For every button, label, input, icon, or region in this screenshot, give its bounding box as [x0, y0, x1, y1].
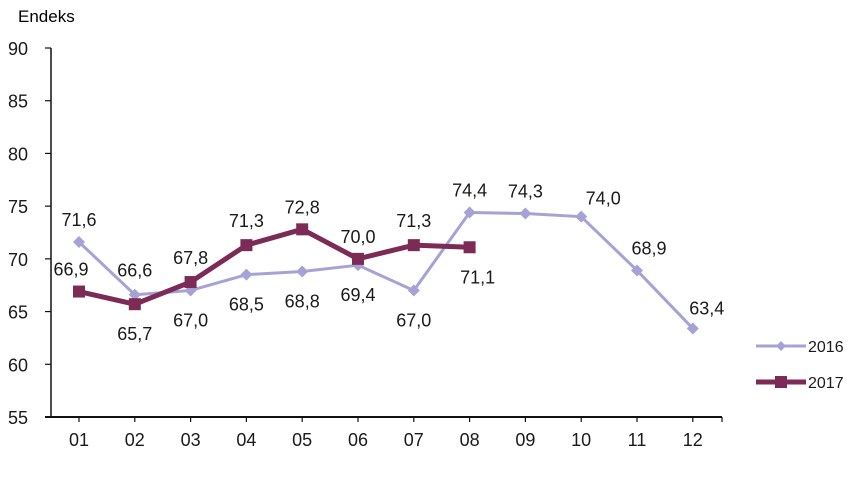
- y-tick-label: 70: [8, 250, 28, 270]
- data-label-2016: 71,6: [61, 210, 96, 230]
- data-label-2017: 66,9: [53, 260, 88, 280]
- data-point: [407, 239, 420, 252]
- legend: 2016 2017: [756, 339, 844, 392]
- y-tick-label: 65: [8, 303, 28, 323]
- y-tick-label: 85: [8, 92, 28, 112]
- x-tick-label: 07: [404, 430, 424, 450]
- data-point: [352, 252, 364, 265]
- data-label-2016: 66,6: [117, 261, 152, 281]
- data-labels: 71,6 66,6 67,0 68,5 68,8 69,4 67,0 74,4 74,3 74,0…: [53, 180, 724, 344]
- data-point: [463, 241, 476, 254]
- data-label-2017: 72,8: [285, 197, 320, 217]
- series-layer: [73, 206, 699, 335]
- data-label-2016: 74,0: [586, 189, 621, 209]
- x-tick-label: 01: [69, 430, 89, 450]
- x-tick-label: 09: [515, 430, 535, 450]
- x-axis: 01 02 03 04 05 06 07 08 09 10 11 12: [45, 416, 723, 450]
- data-point: [128, 288, 141, 301]
- x-tick-label: 11: [628, 430, 647, 450]
- series-2017: [73, 223, 476, 311]
- data-point: [631, 264, 643, 277]
- data-point: [463, 206, 476, 219]
- x-tick-label: 05: [292, 430, 312, 450]
- data-point: [128, 298, 141, 311]
- data-label-2017: 71,1: [460, 267, 495, 287]
- data-point: [296, 223, 309, 236]
- data-label-2017: 65,7: [117, 324, 152, 344]
- x-tick-label: 02: [125, 430, 145, 450]
- x-tick-label: 12: [683, 430, 703, 450]
- y-axis-title: Endeks: [18, 7, 75, 26]
- data-label-2016: 68,8: [285, 292, 320, 312]
- data-label-2017: 67,8: [173, 248, 208, 268]
- x-tick-label: 08: [460, 430, 480, 450]
- data-label-2017: 70,0: [340, 227, 375, 247]
- data-label-2016: 67,0: [396, 310, 431, 330]
- data-point: [184, 276, 197, 289]
- data-label-2016: 68,9: [631, 238, 666, 258]
- data-point: [240, 239, 253, 252]
- legend-item-2016: 2016: [756, 339, 844, 356]
- data-point: [240, 268, 253, 281]
- x-tick-label: 10: [571, 430, 591, 450]
- data-point: [575, 210, 588, 223]
- data-label-2016: 68,5: [229, 295, 264, 315]
- series-2016: [73, 206, 699, 335]
- data-point: [519, 207, 532, 220]
- data-label-2016: 63,4: [689, 298, 724, 318]
- y-tick-label: 80: [8, 144, 28, 164]
- y-tick-label: 90: [8, 39, 28, 59]
- y-axis: 55 60 65 70 75 80 85 90: [8, 39, 52, 428]
- y-tick-label: 55: [8, 408, 28, 428]
- data-label-2016: 67,0: [173, 310, 208, 330]
- data-point: [296, 265, 309, 278]
- y-tick-label: 60: [8, 355, 28, 375]
- data-point: [73, 235, 85, 248]
- y-tick-label: 75: [8, 197, 28, 217]
- x-tick-label: 03: [181, 430, 201, 450]
- data-label-2016: 74,3: [508, 182, 543, 202]
- data-label-2017: 71,3: [229, 211, 264, 231]
- x-tick-label: 04: [236, 430, 256, 450]
- legend-label: 2017: [808, 375, 844, 392]
- data-point: [407, 284, 420, 297]
- data-label-2016: 74,4: [452, 180, 487, 200]
- data-point: [686, 322, 699, 335]
- legend-item-2017: 2017: [756, 375, 844, 392]
- legend-label: 2016: [808, 339, 844, 356]
- data-label-2017: 71,3: [396, 211, 431, 231]
- data-point: [73, 285, 85, 298]
- data-label-2016: 69,4: [340, 285, 375, 305]
- x-tick-label: 06: [348, 430, 368, 450]
